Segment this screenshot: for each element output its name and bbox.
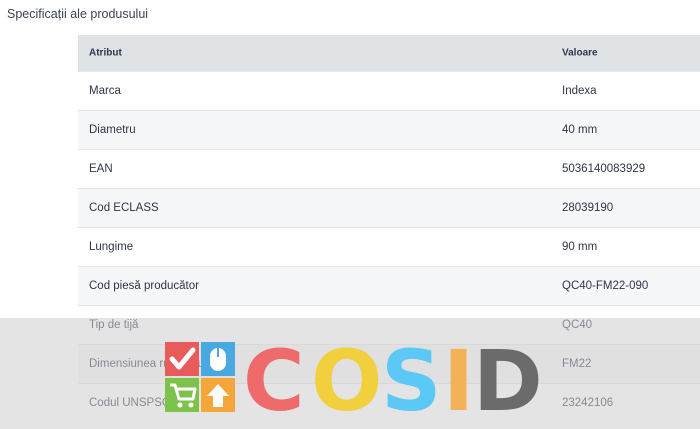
row-attribute: Cod ECLASS (89, 202, 159, 214)
table-row: EAN 5036140083929 (78, 149, 700, 188)
row-attribute: Lungime (89, 241, 134, 253)
row-attribute: Diametru (89, 124, 136, 136)
row-attribute: Marca (89, 85, 121, 97)
logo-tiles (165, 342, 235, 412)
table-row: Cod ECLASS 28039190 (78, 188, 700, 227)
row-attribute: Tip de tijă (89, 319, 139, 331)
table-row: Tip de tijă QC40 (78, 305, 700, 344)
table-header: Atribut Valoare (78, 35, 700, 71)
logo-letter-s: S (381, 340, 442, 416)
cosid-watermark-logo: C O S I D (165, 340, 543, 416)
logo-letter-d: D (473, 340, 543, 416)
row-attribute: EAN (89, 163, 113, 175)
row-attribute: Cod piesă producător (89, 280, 199, 292)
table-row: Lungime 90 mm (78, 227, 700, 266)
section-title: Specificații ale produsului (7, 7, 149, 21)
row-value: 5036140083929 (562, 163, 646, 175)
row-value: 40 mm (562, 124, 598, 136)
table-row: Diametru 40 mm (78, 110, 700, 149)
logo-letter-o: O (311, 340, 382, 416)
row-value: 23242106 (562, 397, 614, 409)
header-value: Valoare (562, 47, 598, 59)
row-value: Indexa (562, 85, 597, 97)
table-row: Cod piesă producător QC40-FM22-090 (78, 266, 700, 305)
row-value: QC40-FM22-090 (562, 280, 649, 292)
table-row: Marca Indexa (78, 71, 700, 110)
logo-letter-i: I (443, 340, 474, 416)
header-attribute: Atribut (89, 47, 122, 59)
row-value: QC40 (562, 319, 593, 331)
row-value: 90 mm (562, 241, 598, 253)
row-value: FM22 (562, 358, 592, 370)
row-value: 28039190 (562, 202, 614, 214)
row-attribute: Codul UNSPSC (89, 397, 171, 409)
logo-letter-c: C (243, 340, 305, 416)
